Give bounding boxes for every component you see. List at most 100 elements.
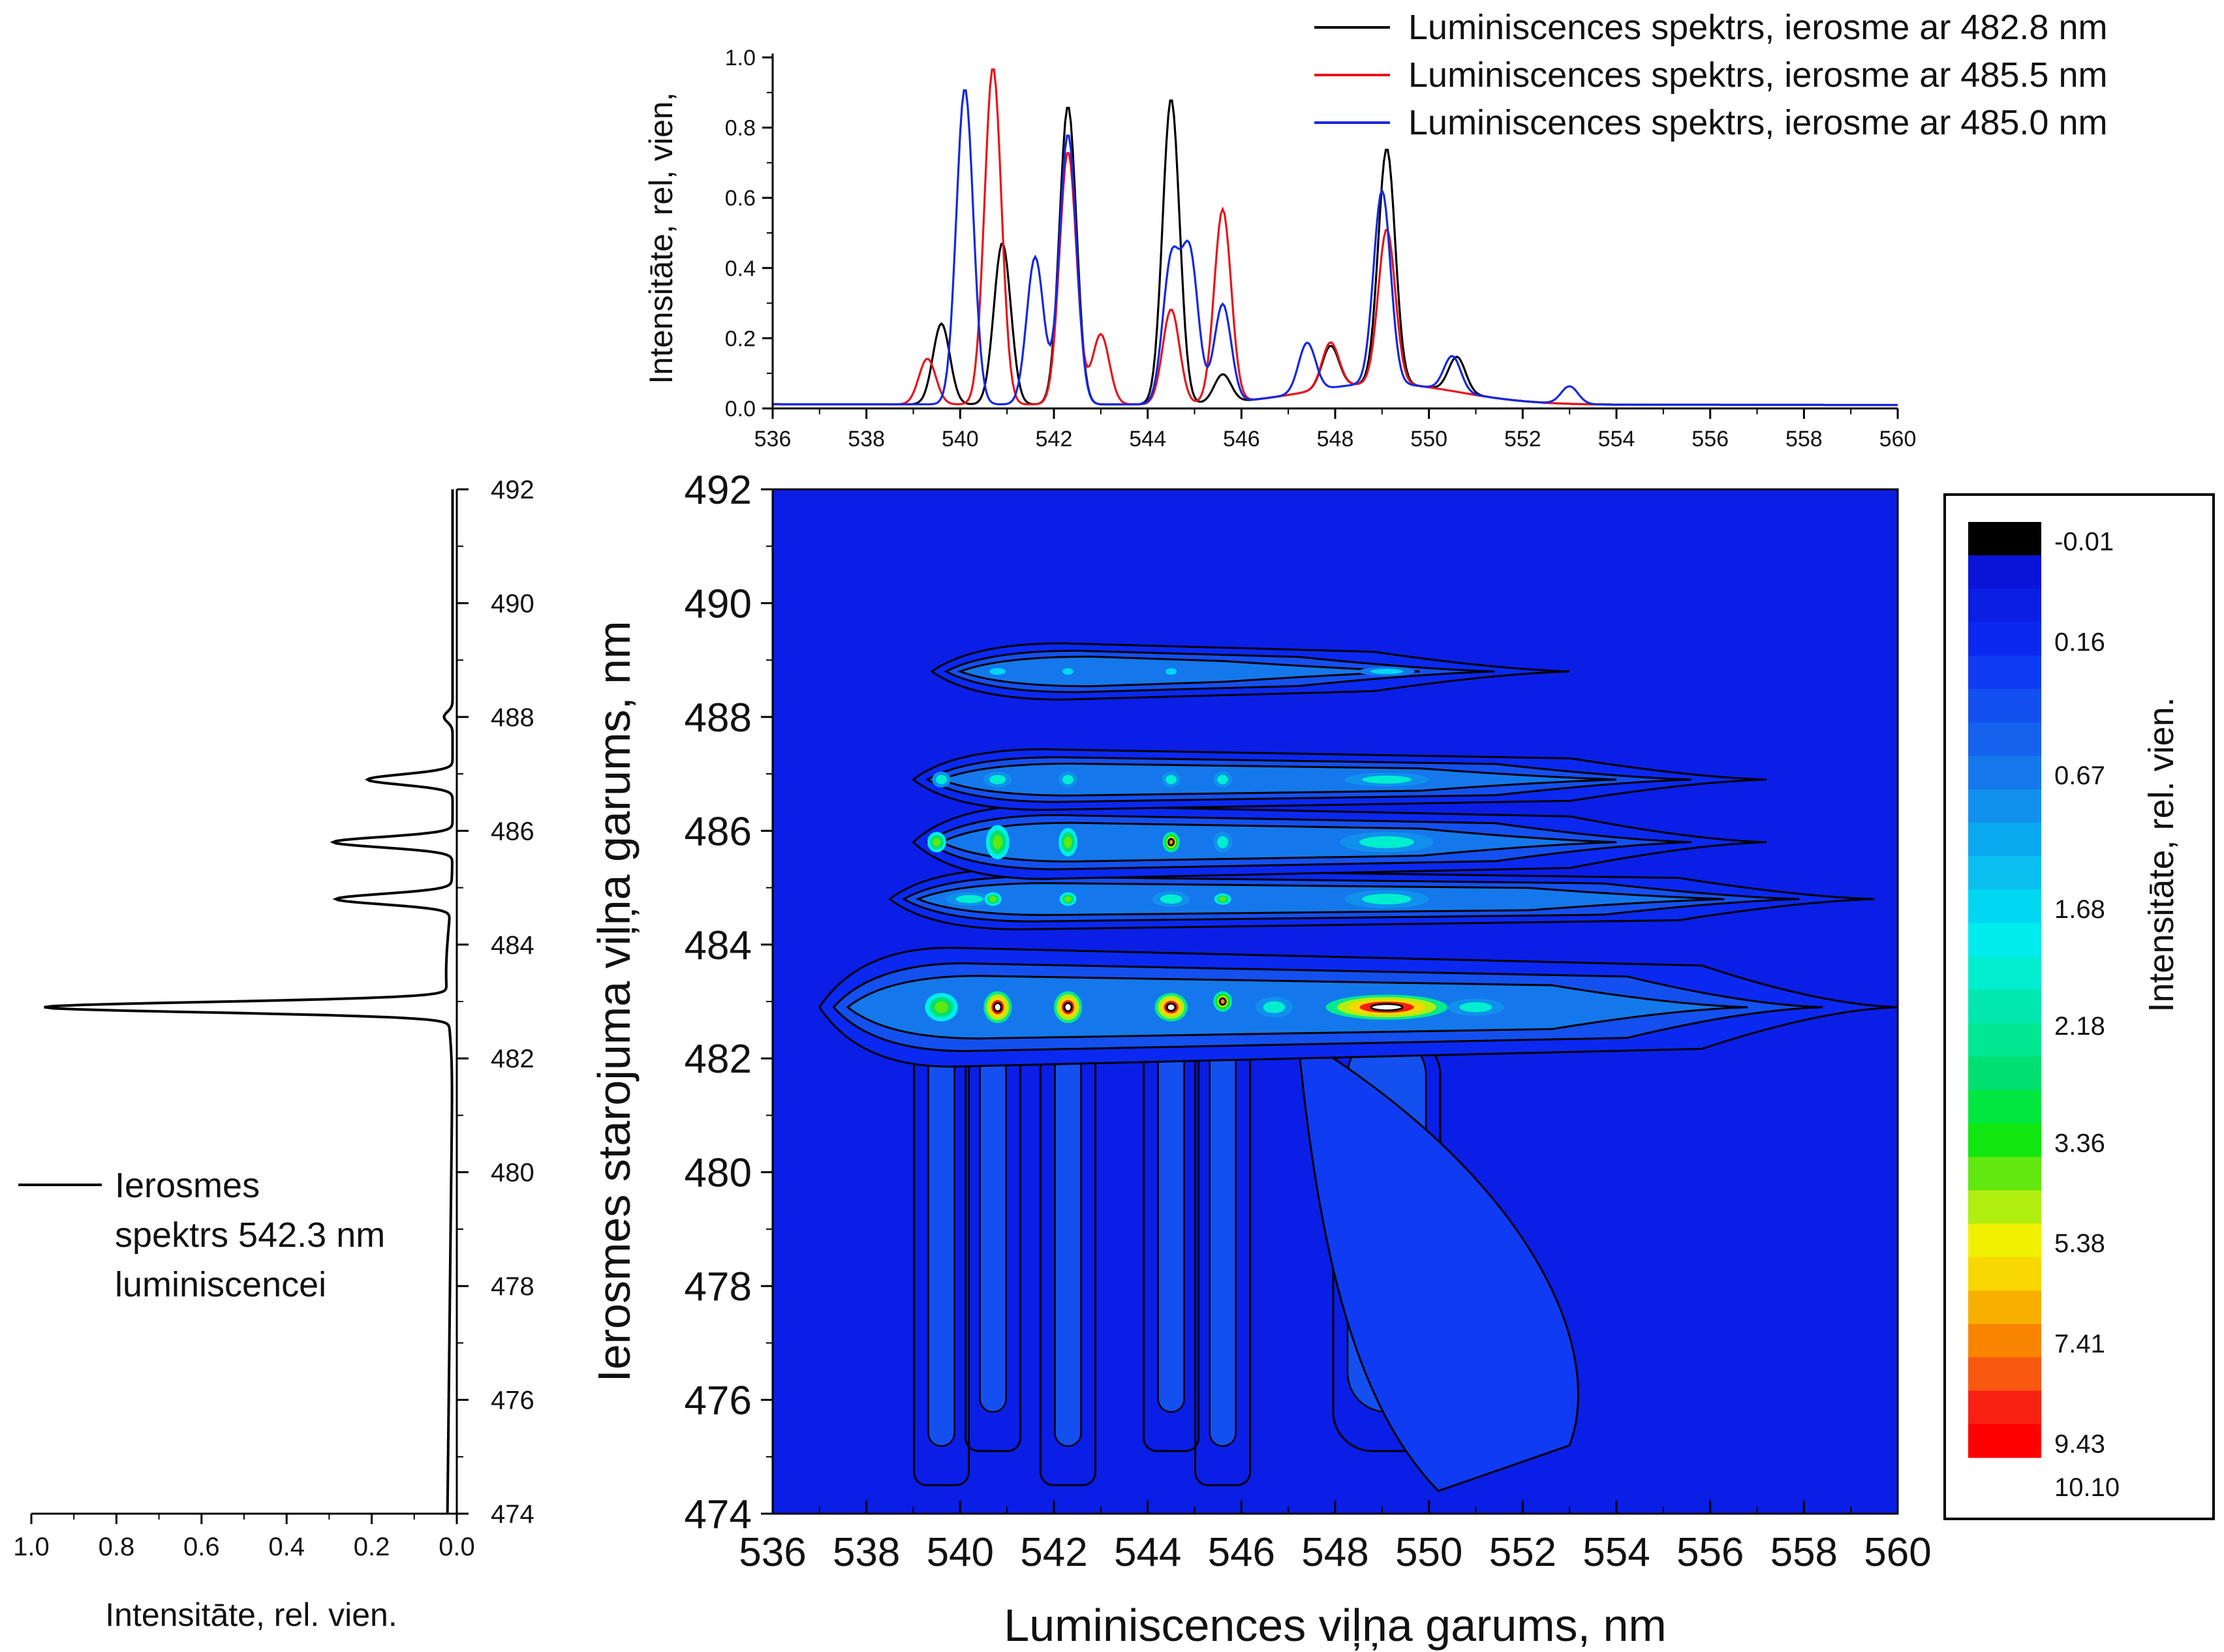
colorbar-swatch xyxy=(1968,1357,2041,1392)
contour-peak xyxy=(989,668,1006,675)
contour-peak xyxy=(1064,896,1072,902)
contour-peak xyxy=(1263,1001,1286,1013)
top-legend: Luminiscences spektrs, ierosme ar 482.8 … xyxy=(1314,8,2107,142)
top-x-tick-label: 558 xyxy=(1785,427,1823,451)
colorbar-label: 0.67 xyxy=(2054,761,2105,790)
contour-peak xyxy=(1217,774,1228,784)
colorbar-swatch xyxy=(1968,555,2041,589)
contour-band xyxy=(957,655,1420,688)
colorbar-label: 5.38 xyxy=(2054,1229,2105,1258)
top-legend-label-2: Luminiscences spektrs, ierosme ar 485.0 … xyxy=(1408,103,2107,142)
contour-peak xyxy=(1166,1002,1177,1012)
top-series-line-0 xyxy=(773,99,1898,406)
contour-peak xyxy=(1166,668,1177,675)
contour-peak xyxy=(1359,836,1414,848)
contour-peak xyxy=(1064,836,1072,848)
colorbar-label: -0.01 xyxy=(2054,528,2114,557)
contour-band xyxy=(938,762,1617,797)
colorbar-swatch xyxy=(1968,1190,2041,1224)
colorbar-swatch xyxy=(1968,923,2041,957)
left-excitation-chart: 1.0 0.8 0.6 0.4 0.2 0.0 474 476 478 480 482 484 486 4… xyxy=(13,476,534,1633)
map-y-tick-label: 476 xyxy=(685,1379,752,1424)
top-x-tick-label: 552 xyxy=(1504,427,1541,451)
contour-peak xyxy=(936,774,947,784)
contour-axes: 536 538 540 542 544 546 548 550 552 554 556 558 560 4… xyxy=(685,468,1932,1575)
top-x-tick-label: 540 xyxy=(942,427,979,451)
left-excitation-axes: 1.0 0.8 0.6 0.4 0.2 0.0 474 476 478 480 482 484 486 4… xyxy=(13,476,534,1561)
contour-peak xyxy=(1370,1003,1404,1012)
colorbar-swatches: -0.01 0.16 0.67 1.68 2.18 3.36 5.38 7.41 9.43 10.… xyxy=(1968,522,2120,1502)
top-spectra-chart: 536 538 540 542 544 546 548 550 552 554 556 558 560 0… xyxy=(643,8,2107,451)
left-legend-label-2: luminiscencei xyxy=(115,1265,326,1304)
left-y-tick-label: 476 xyxy=(491,1386,534,1415)
top-ylabel: Intensitāte, rel, vien, xyxy=(643,92,679,384)
left-y-tick-label: 474 xyxy=(491,1500,534,1529)
top-x-tick-label: 536 xyxy=(754,427,792,451)
left-y-tick-label: 482 xyxy=(491,1045,534,1073)
colorbar-title: Intensitāte, rel. vien. xyxy=(2142,697,2181,1012)
contour-peak xyxy=(1167,838,1175,847)
top-x-tick-label: 556 xyxy=(1691,427,1729,451)
top-x-tick-label: 542 xyxy=(1036,427,1073,451)
contour-peak xyxy=(1217,836,1228,848)
colorbar-label: 10.10 xyxy=(2054,1473,2120,1502)
colorbar-swatch xyxy=(1968,822,2041,857)
top-y-tick-label: 1.0 xyxy=(725,46,756,70)
map-x-tick-label: 536 xyxy=(739,1530,806,1575)
contour-peak xyxy=(1362,775,1412,784)
map-y-tick-label: 492 xyxy=(685,468,752,513)
colorbar-label: 7.41 xyxy=(2054,1330,2105,1358)
colorbar-label: 0.16 xyxy=(2054,628,2105,656)
contour-band xyxy=(846,975,1748,1040)
contour-peak xyxy=(989,774,1006,784)
map-ylabel: Ierosmes starojuma viļņa garums, nm xyxy=(589,620,640,1382)
colorbar-swatch xyxy=(1968,1324,2041,1358)
colorbar-swatch xyxy=(1968,722,2041,756)
map-y-tick-label: 486 xyxy=(685,809,752,854)
contour-band xyxy=(915,882,1725,916)
contour-peak xyxy=(934,1001,948,1013)
contour-peak xyxy=(1218,997,1227,1006)
contour-streak xyxy=(1157,1035,1185,1413)
colorbar-swatch xyxy=(1968,990,2041,1024)
contour-peak xyxy=(955,895,983,904)
top-spectra-axes: 536 538 540 542 544 546 548 550 552 554 556 558 560 0… xyxy=(725,46,1917,451)
top-x-tick-label: 550 xyxy=(1410,427,1447,451)
colorbar-label: 9.43 xyxy=(2054,1430,2105,1458)
contour-peak xyxy=(1219,896,1226,902)
colorbar-label: 3.36 xyxy=(2054,1129,2105,1157)
colorbar-swatch xyxy=(1968,689,2041,723)
top-x-tick-label: 538 xyxy=(848,427,885,451)
top-series-line-2 xyxy=(773,89,1898,406)
map-x-tick-label: 556 xyxy=(1676,1530,1744,1575)
top-y-tick-label: 0.2 xyxy=(725,326,756,351)
colorbar-swatch xyxy=(1968,655,2041,690)
map-y-tick-label: 480 xyxy=(685,1151,752,1196)
contour-peak xyxy=(993,835,1003,849)
colorbar-swatch xyxy=(1968,1223,2041,1258)
map-x-tick-label: 548 xyxy=(1301,1530,1368,1575)
contour-peak xyxy=(993,1002,1002,1013)
contour-lobe xyxy=(1296,1033,1579,1492)
map-x-tick-label: 560 xyxy=(1864,1530,1931,1575)
contour-peak xyxy=(1063,1002,1073,1013)
contour-band xyxy=(939,821,1617,863)
contour-streak xyxy=(1209,1035,1237,1447)
contour-peak xyxy=(1370,669,1404,675)
contour-peak xyxy=(1160,894,1182,904)
contour-peak xyxy=(1166,774,1177,784)
contour-streak xyxy=(979,1035,1007,1413)
left-legend: Ierosmes spektrs 542.3 nm luminiscencei xyxy=(18,1166,385,1304)
colorbar-swatch xyxy=(1968,1023,2041,1057)
left-x-tick-label: 0.8 xyxy=(99,1533,135,1561)
top-y-tick-label: 0.0 xyxy=(725,397,756,421)
top-y-tick-label: 0.4 xyxy=(725,256,756,281)
left-x-tick-label: 0.2 xyxy=(354,1533,390,1561)
colorbar-swatch xyxy=(1968,1290,2041,1324)
left-x-tick-label: 0.0 xyxy=(439,1533,475,1561)
colorbar-swatch xyxy=(1968,622,2041,656)
contour-peak xyxy=(1362,893,1412,905)
map-x-tick-label: 540 xyxy=(927,1530,994,1575)
left-y-tick-label: 480 xyxy=(491,1159,534,1187)
contour-streak xyxy=(927,1035,955,1447)
